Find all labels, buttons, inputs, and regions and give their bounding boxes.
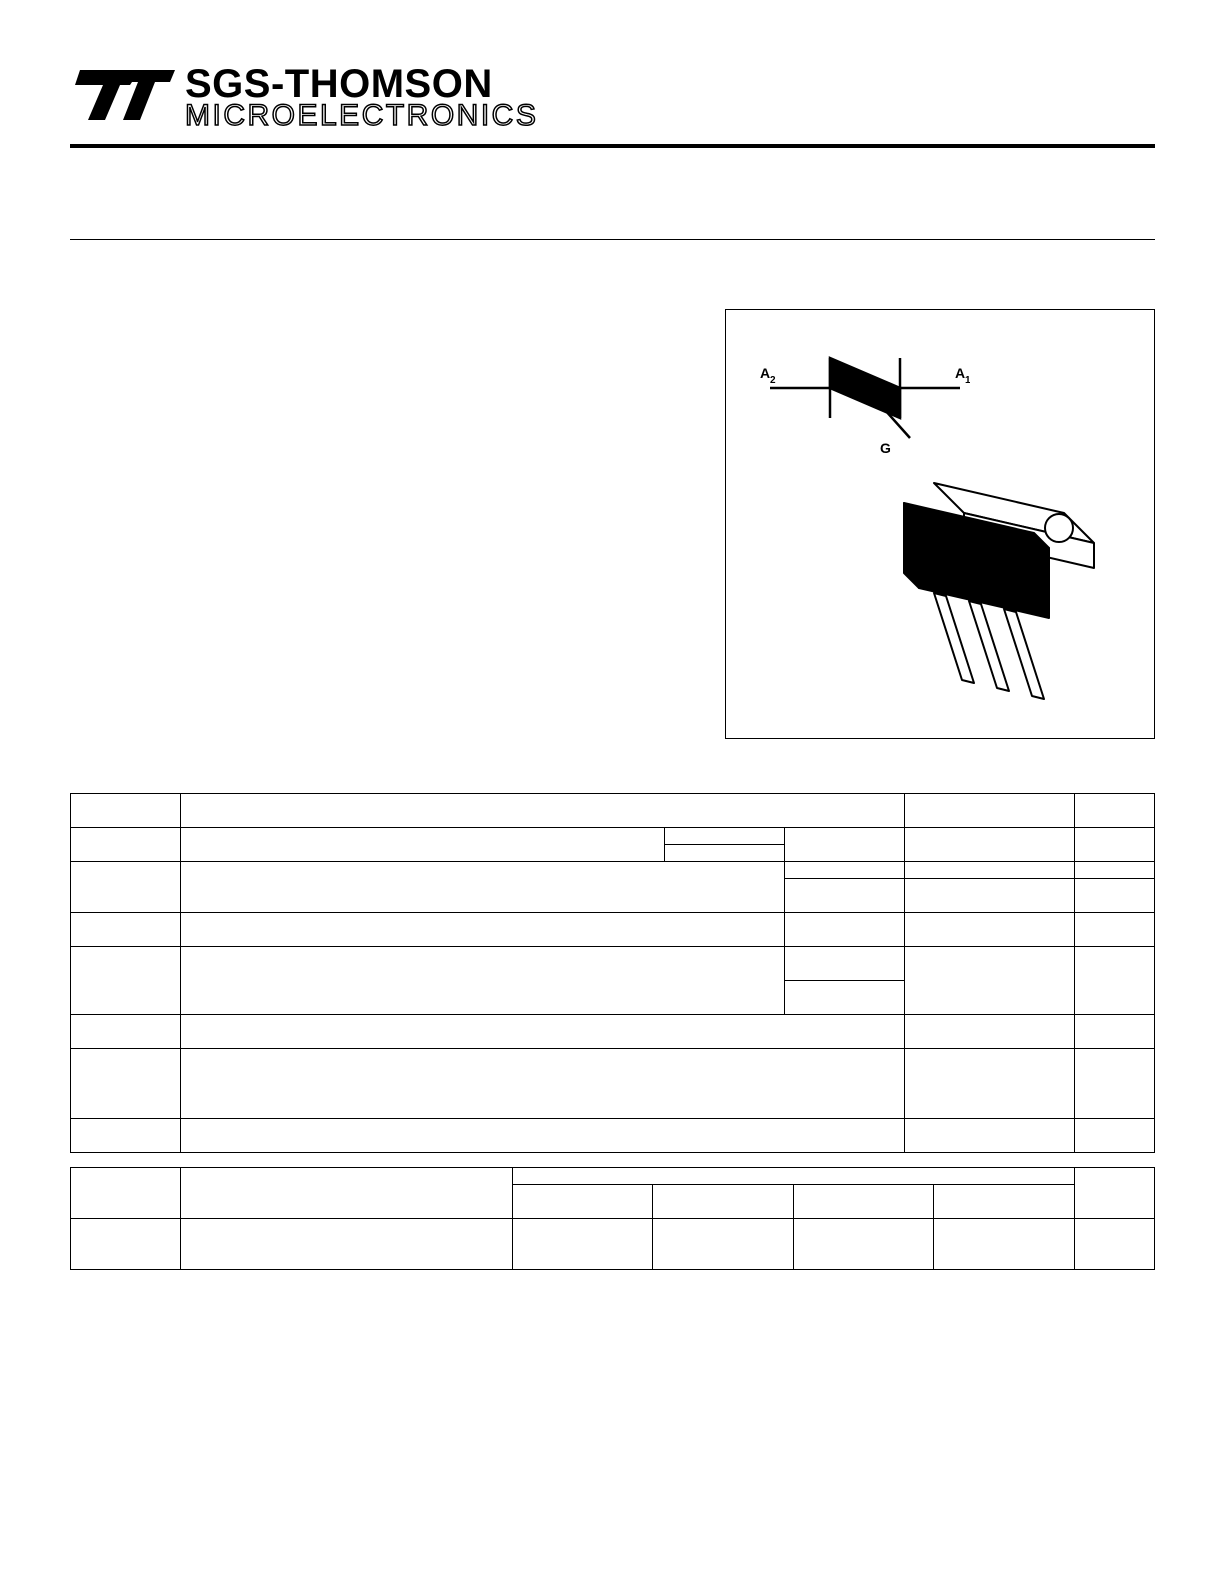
- table-row: IGM Peak gate current (tp = 20 µs) 4 A: [71, 1014, 1155, 1048]
- cell-cond: repetitive: [785, 980, 905, 1014]
- description-heading: DESCRIPTION: [70, 309, 695, 329]
- svg-text:A: A: [955, 365, 965, 381]
- cell-cond: [665, 844, 785, 861]
- cell-value: 260: [905, 1118, 1075, 1152]
- cell-symbol: ITSM: [71, 861, 181, 912]
- th-suffix: BTA12-400B: [653, 1184, 794, 1218]
- table-row: Tl Maximum lead temperature for solderin…: [71, 1118, 1155, 1152]
- title-rule: [70, 239, 1155, 240]
- cell-cond: Tc = 80°C: [785, 827, 905, 861]
- cell-unit: A/µs: [1075, 946, 1155, 1014]
- cell-unit: [1075, 861, 1155, 878]
- triac-symbol: A 2 A 1 G: [760, 338, 970, 463]
- to220-package-icon: [864, 473, 1124, 708]
- table-row: Tstg Tj Storage and operating junction t…: [71, 1048, 1155, 1118]
- cell-unit: A: [1075, 827, 1155, 861]
- cell-cond: [785, 861, 905, 878]
- voltage-table: Symbol Parameter Unit BTA12-200B BTA12-4…: [70, 1167, 1155, 1270]
- th-suffix: [512, 1167, 1074, 1184]
- cell-unit: °C: [1075, 1118, 1155, 1152]
- cell-symbol: IT(RMS): [71, 827, 181, 861]
- cell-param: Maximum lead temperature for soldering d…: [181, 1118, 905, 1152]
- table-header-row: Symbol Parameter Value Unit: [71, 793, 1155, 827]
- cell-symbol: dI/dt: [71, 946, 181, 1014]
- header-rule: [70, 144, 1155, 148]
- table1-title: ABSOLUTE MAXIMUM RATINGS (limiting value…: [70, 767, 1155, 787]
- cell-value: 75: [905, 912, 1075, 946]
- cell-symbol: Tstg Tj: [71, 1048, 181, 1118]
- subtitle: SENSITIVE GATE TRIAC: [70, 250, 1155, 281]
- table-row: VDRM VRRM Repetitive peak off-state volt…: [71, 1218, 1155, 1269]
- cell-symbol: VDRM VRRM: [71, 1218, 181, 1269]
- cell-value: 4: [905, 1014, 1075, 1048]
- cell-unit: °C °C: [1075, 1048, 1155, 1118]
- logo-micro: MICROELECTRONICS: [185, 102, 538, 129]
- cell-param: Storage and operating junction temperatu…: [181, 1048, 905, 1118]
- cell-cond: t = 20 ms: [785, 878, 905, 912]
- description-body: The BTA12B triac family offers a good co…: [70, 335, 695, 396]
- svg-text:1: 1: [965, 375, 970, 386]
- cell-unit: A²s: [1075, 912, 1155, 946]
- cell-cond: [665, 827, 785, 844]
- th-symbol: Symbol: [71, 793, 181, 827]
- cell-param: Non repetitive surge peak on-state curre…: [181, 861, 785, 912]
- th-parameter: Parameter: [181, 793, 905, 827]
- cell-cond: F = 50 Hz: [785, 946, 905, 980]
- cell-param: Critical rate of rise of on-state curren…: [181, 946, 785, 1014]
- th-value: Value: [905, 793, 1075, 827]
- intro-row: DESCRIPTION The BTA12B triac family offe…: [70, 309, 1155, 739]
- cell-value: 200: [512, 1218, 653, 1269]
- page-footer: September 1995 1/5: [70, 1508, 1155, 1525]
- logo-block: SGS-THOMSON MICROELECTRONICS: [70, 60, 1155, 136]
- cell-unit: A: [1075, 1014, 1155, 1048]
- svg-text:G: G: [880, 440, 891, 456]
- logo-st-mark: [70, 60, 175, 136]
- cell-param: RMS on-state current (full sine wave): [181, 827, 665, 861]
- cell-value: 12: [905, 827, 1075, 861]
- table-row: IT(RMS) RMS on-state current (full sine …: [71, 827, 1155, 844]
- th-suffix: BTA12-700B: [934, 1184, 1075, 1218]
- package-label: TO-220AB: [726, 711, 1154, 728]
- cell-value: 400: [653, 1218, 794, 1269]
- cell-cond: tp = 10 ms: [785, 912, 905, 946]
- logo-sgs: SGS-THOMSON: [185, 66, 538, 102]
- th-suffix: BTA12-600B: [793, 1184, 934, 1218]
- th-symbol: Symbol: [71, 1167, 181, 1218]
- cell-unit: A: [1075, 878, 1155, 912]
- table-row: I²t I²t value for fusing tp = 10 ms 75 A…: [71, 912, 1155, 946]
- cell-value: - 40 to + 150 - 40 to + 125: [905, 1048, 1075, 1118]
- th-suffix: BTA12-200B: [512, 1184, 653, 1218]
- cell-symbol: Tl: [71, 1118, 181, 1152]
- cell-param: I²t value for fusing: [181, 912, 785, 946]
- footer-date: September 1995: [70, 1508, 181, 1525]
- ratings-table: Symbol Parameter Value Unit IT(RMS) RMS …: [70, 793, 1155, 1153]
- cell-param: Peak gate current (tp = 20 µs): [181, 1014, 905, 1048]
- cell-value: 120: [905, 878, 1075, 912]
- part-number: BTA12B: [70, 166, 1155, 211]
- cell-symbol: I²t: [71, 912, 181, 946]
- package-image-box: A 2 A 1 G: [725, 309, 1155, 739]
- th-unit: Unit: [1074, 1167, 1154, 1218]
- cell-value: 600: [793, 1218, 934, 1269]
- cell-value: 700: [934, 1218, 1075, 1269]
- table-row: ITSM Non repetitive surge peak on-state …: [71, 861, 1155, 878]
- svg-text:A: A: [760, 365, 770, 381]
- cell-symbol: IGM: [71, 1014, 181, 1048]
- footer-page: 1/5: [1134, 1508, 1155, 1525]
- cell-unit: V: [1074, 1218, 1154, 1269]
- table-header-row: Symbol Parameter Unit: [71, 1167, 1155, 1184]
- table-row: dI/dt Critical rate of rise of on-state …: [71, 946, 1155, 980]
- cell-param: Repetitive peak off-state voltage (Tj = …: [181, 1218, 512, 1269]
- th-unit: Unit: [1075, 793, 1155, 827]
- cell-value: 50: [905, 946, 1075, 1014]
- svg-text:2: 2: [770, 375, 776, 386]
- cell-value: [905, 861, 1075, 878]
- description-column: DESCRIPTION The BTA12B triac family offe…: [70, 309, 695, 739]
- logo-text: SGS-THOMSON MICROELECTRONICS: [185, 66, 538, 129]
- th-parameter: Parameter: [181, 1167, 512, 1218]
